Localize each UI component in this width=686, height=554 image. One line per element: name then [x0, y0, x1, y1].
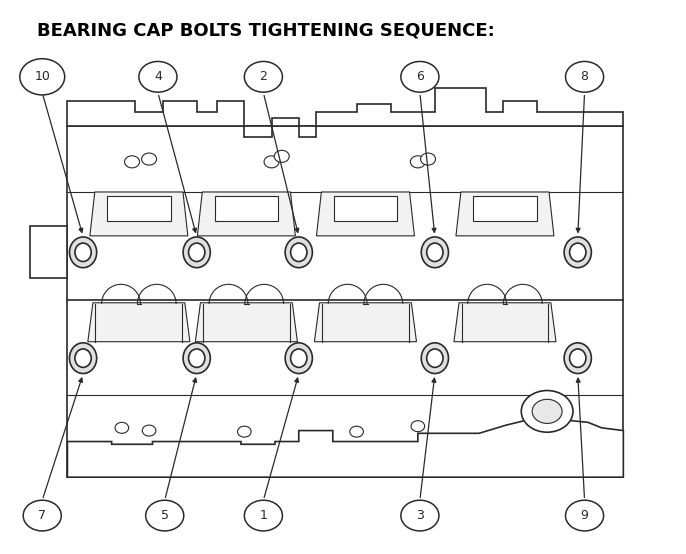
- Polygon shape: [67, 126, 624, 477]
- Ellipse shape: [564, 343, 591, 373]
- Polygon shape: [456, 192, 554, 236]
- Polygon shape: [316, 192, 414, 236]
- Circle shape: [401, 500, 439, 531]
- Ellipse shape: [427, 349, 443, 367]
- Ellipse shape: [189, 243, 205, 261]
- Polygon shape: [473, 196, 536, 220]
- Ellipse shape: [285, 237, 312, 268]
- Ellipse shape: [291, 243, 307, 261]
- Ellipse shape: [69, 237, 97, 268]
- Ellipse shape: [75, 349, 91, 367]
- Text: 2: 2: [259, 70, 268, 83]
- Circle shape: [350, 426, 364, 437]
- Text: 7: 7: [38, 509, 46, 522]
- Ellipse shape: [189, 349, 205, 367]
- Polygon shape: [198, 192, 296, 236]
- Circle shape: [237, 426, 251, 437]
- Ellipse shape: [69, 343, 97, 373]
- Circle shape: [115, 422, 129, 433]
- Circle shape: [20, 59, 64, 95]
- Text: 3: 3: [416, 509, 424, 522]
- Ellipse shape: [421, 343, 449, 373]
- Circle shape: [410, 156, 425, 168]
- Polygon shape: [67, 88, 624, 137]
- Polygon shape: [88, 303, 190, 342]
- Text: 5: 5: [161, 509, 169, 522]
- Ellipse shape: [183, 237, 211, 268]
- Circle shape: [145, 500, 184, 531]
- Circle shape: [421, 153, 436, 165]
- Circle shape: [23, 500, 61, 531]
- Polygon shape: [454, 303, 556, 342]
- Circle shape: [125, 156, 139, 168]
- Polygon shape: [196, 303, 298, 342]
- Text: 9: 9: [580, 509, 589, 522]
- Circle shape: [141, 153, 156, 165]
- Circle shape: [521, 391, 573, 432]
- Circle shape: [565, 500, 604, 531]
- Text: 4: 4: [154, 70, 162, 83]
- Polygon shape: [107, 196, 171, 220]
- Polygon shape: [333, 196, 397, 220]
- Circle shape: [264, 156, 279, 168]
- Polygon shape: [67, 395, 624, 477]
- Circle shape: [244, 61, 283, 92]
- Circle shape: [139, 61, 177, 92]
- Circle shape: [274, 150, 289, 162]
- Polygon shape: [90, 192, 188, 236]
- Ellipse shape: [421, 237, 449, 268]
- Circle shape: [401, 61, 439, 92]
- Ellipse shape: [75, 243, 91, 261]
- Ellipse shape: [569, 349, 586, 367]
- Text: BEARING CAP BOLTS TIGHTENING SEQUENCE:: BEARING CAP BOLTS TIGHTENING SEQUENCE:: [37, 22, 495, 40]
- Ellipse shape: [291, 349, 307, 367]
- Ellipse shape: [564, 237, 591, 268]
- Text: 1: 1: [259, 509, 268, 522]
- Polygon shape: [314, 303, 416, 342]
- Circle shape: [244, 500, 283, 531]
- Circle shape: [411, 420, 425, 432]
- Ellipse shape: [183, 343, 211, 373]
- Polygon shape: [30, 226, 67, 278]
- Ellipse shape: [427, 243, 443, 261]
- Circle shape: [565, 61, 604, 92]
- Polygon shape: [215, 196, 279, 220]
- Circle shape: [142, 425, 156, 436]
- Text: 6: 6: [416, 70, 424, 83]
- Ellipse shape: [285, 343, 312, 373]
- Ellipse shape: [569, 243, 586, 261]
- Text: 10: 10: [34, 70, 50, 83]
- Text: 8: 8: [580, 70, 589, 83]
- Circle shape: [532, 399, 562, 423]
